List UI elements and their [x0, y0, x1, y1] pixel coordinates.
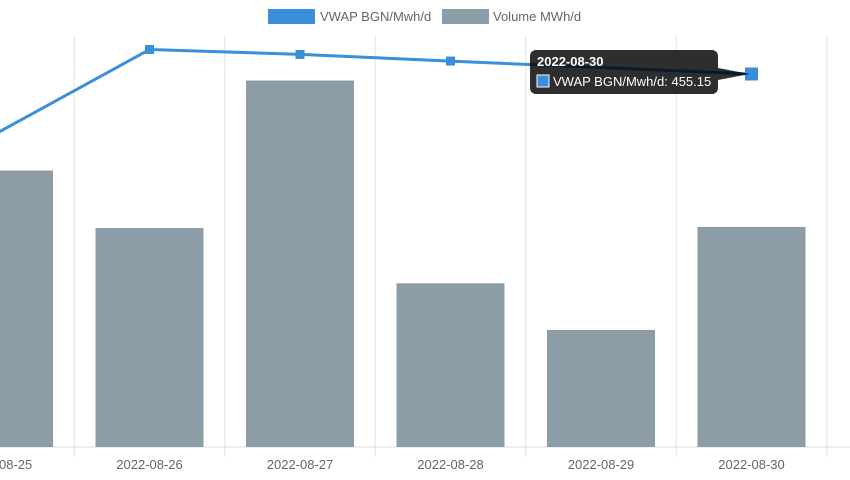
x-tick-label: 2022-08-29	[568, 457, 635, 472]
x-tick-label: 2022-08-25	[0, 457, 32, 472]
vwap-point-2022-08-27[interactable]	[295, 49, 305, 59]
vwap-point-2022-08-26[interactable]	[145, 45, 154, 54]
x-tick-label: 2022-08-27	[267, 457, 334, 472]
vertical-gridlines	[73, 35, 828, 457]
legend-swatch-volume-mwh-d[interactable]	[442, 9, 489, 24]
bar-2022-08-25[interactable]	[0, 170, 53, 448]
x-tick-label: 2022-08-26	[116, 457, 183, 472]
x-tick-label: 2022-08-30	[718, 457, 785, 472]
vwap-point-2022-08-28[interactable]	[446, 56, 455, 66]
tooltip-swatch	[536, 74, 550, 88]
bar-2022-08-29[interactable]	[547, 329, 655, 447]
x-axis-tick-labels: 2022-08-25 2022-08-26 2022-08-27 2022-08-28…	[0, 457, 785, 472]
bar-2022-08-28[interactable]	[396, 283, 505, 447]
bar-2022-08-27[interactable]	[246, 80, 354, 448]
tooltip-label: VWAP BGN/Mwh/d: 455.15	[553, 74, 711, 89]
tooltip: 2022-08-30 VWAP BGN/Mwh/d: 455.15	[530, 50, 750, 94]
tooltip-box	[530, 50, 718, 94]
volume-bars	[0, 80, 806, 448]
x-tick-label: 2022-08-28	[417, 457, 484, 472]
legend-swatch-vwap-bgn-mwh-d[interactable]	[268, 9, 315, 24]
legend: VWAP BGN/Mwh/d Volume MWh/d	[268, 9, 581, 24]
tooltip-caret	[718, 68, 750, 81]
bar-2022-08-30[interactable]	[697, 226, 806, 447]
legend-label-vwap-bgn-mwh-d[interactable]: VWAP BGN/Mwh/d	[320, 9, 431, 24]
tooltip-title: 2022-08-30	[537, 54, 604, 69]
bar-2022-08-26[interactable]	[95, 227, 204, 447]
legend-label-volume-mwh-d[interactable]: Volume MWh/d	[493, 9, 581, 24]
